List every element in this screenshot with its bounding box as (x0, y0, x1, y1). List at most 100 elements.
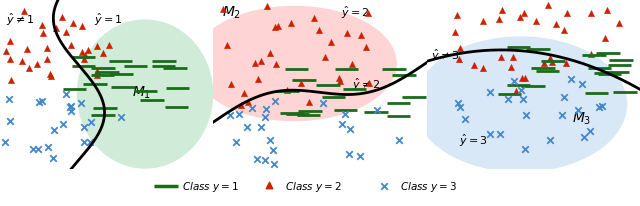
Point (19, 10, 29, 13)
Point (49, 129, 59, 132)
Point (355, 154, 365, 157)
Text: $\it{Class}\ \it{y}=2$: $\it{Class}\ \it{y}=2$ (285, 179, 342, 193)
Point (255, 60, 266, 64)
Point (92, 70, 102, 74)
Point (340, 113, 351, 116)
Point (614, 22, 625, 26)
Point (337, 123, 347, 126)
Point (250, 62, 260, 66)
Point (28, 147, 38, 151)
Point (79, 58, 89, 61)
Point (68, 22, 78, 26)
Point (573, 109, 583, 112)
Point (243, 101, 253, 105)
Point (253, 77, 263, 81)
Text: $\hat{y} = 2$: $\hat{y} = 2$ (341, 5, 370, 21)
Point (363, 12, 373, 15)
Point (497, 9, 507, 12)
Point (222, 44, 232, 47)
Point (586, 130, 596, 133)
Point (519, 13, 529, 16)
Point (304, 101, 314, 104)
Point (260, 116, 270, 119)
Point (547, 61, 557, 64)
Point (450, 31, 460, 34)
Point (518, 98, 529, 101)
Point (342, 32, 352, 35)
Text: $M_2$: $M_2$ (222, 5, 241, 21)
Point (264, 183, 274, 186)
Point (92, 74, 102, 78)
Point (5, 58, 15, 61)
Point (22, 49, 32, 52)
Point (77, 51, 87, 54)
Point (318, 102, 328, 105)
Point (43, 145, 53, 149)
Point (46, 75, 56, 78)
Point (508, 56, 518, 59)
Point (225, 113, 236, 117)
Point (455, 47, 465, 50)
Point (265, 139, 275, 142)
Point (452, 15, 463, 18)
Point (559, 96, 570, 100)
Point (61, 93, 71, 96)
Point (545, 138, 556, 142)
Point (551, 24, 561, 27)
Point (559, 29, 569, 33)
Point (594, 106, 604, 109)
Point (344, 152, 354, 156)
Point (36, 24, 47, 27)
Point (241, 126, 252, 129)
Point (379, 184, 389, 187)
Point (600, 37, 610, 41)
Point (42, 59, 52, 62)
Point (252, 157, 262, 160)
Point (543, 4, 553, 8)
Point (485, 132, 495, 136)
Text: $\hat{y} \neq 1$: $\hat{y} \neq 1$ (6, 12, 35, 28)
Point (557, 114, 568, 117)
Point (516, 77, 527, 80)
Point (67, 110, 77, 114)
Point (236, 104, 246, 107)
Point (58, 123, 68, 126)
Point (85, 141, 95, 144)
Point (485, 91, 495, 94)
Point (520, 147, 531, 151)
Text: $\hat{y} \neq 3$: $\hat{y} \neq 3$ (431, 47, 460, 64)
Point (261, 108, 271, 111)
Point (265, 52, 275, 55)
Point (66, 44, 76, 48)
Point (454, 106, 465, 109)
Point (469, 64, 479, 67)
Point (246, 107, 257, 111)
Point (394, 139, 404, 142)
Point (521, 114, 531, 117)
Point (360, 46, 371, 49)
Point (494, 18, 504, 21)
Point (509, 80, 519, 83)
Point (24, 67, 34, 70)
Point (531, 20, 541, 23)
Point (597, 105, 607, 108)
Point (34, 101, 44, 104)
Text: $\hat{y} \neq 2$: $\hat{y} \neq 2$ (352, 76, 381, 92)
Point (42, 47, 52, 51)
Point (269, 26, 280, 30)
Point (296, 82, 306, 85)
Point (4, 97, 14, 101)
Point (1, 50, 12, 53)
Point (48, 157, 58, 160)
Point (282, 89, 292, 92)
Point (334, 77, 344, 80)
Point (17, 60, 28, 63)
Point (347, 63, 357, 66)
Text: $\hat{y} = 3$: $\hat{y} = 3$ (459, 132, 487, 148)
Point (502, 98, 513, 101)
Point (65, 106, 76, 109)
Text: $\it{Class}\ \it{y}=1$: $\it{Class}\ \it{y}=1$ (182, 179, 239, 193)
Point (79, 140, 89, 144)
Point (452, 101, 463, 105)
Point (226, 83, 236, 86)
